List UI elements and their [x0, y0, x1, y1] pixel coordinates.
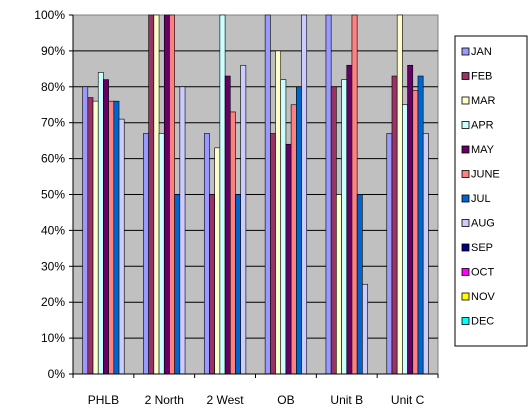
bar-may-ob: [285, 143, 292, 375]
legend-swatch-june: [461, 170, 470, 178]
bars: [82, 14, 429, 375]
y-tick-label: 70%: [41, 116, 65, 130]
legend-label-aug: AUG: [471, 218, 495, 230]
legend-swatch-apr: [461, 121, 470, 129]
bar-jul-2-west: [235, 194, 241, 375]
legend-swatch-jul: [461, 194, 470, 203]
bar-feb-unit-b: [330, 86, 337, 375]
bar-jan-ob: [264, 14, 271, 375]
bar-apr-2-north: [158, 133, 165, 375]
bar-june-ob: [290, 104, 297, 375]
bar-mar-unit-b: [336, 194, 342, 375]
bar-june-unit-c: [412, 90, 419, 375]
bar-apr-2-west: [219, 14, 226, 375]
bar-feb-phlb: [87, 97, 94, 375]
legend-label-sep: SEP: [471, 242, 493, 254]
bar-may-unit-c: [407, 64, 414, 375]
x-tick-label: 2 West: [207, 393, 245, 407]
y-tick-label: 10%: [41, 331, 65, 345]
y-tick-label: 100%: [34, 8, 65, 22]
bar-mar-2-west: [214, 147, 221, 375]
bar-aug-unit-b: [362, 283, 368, 375]
x-tick-label: PHLB: [88, 393, 119, 407]
y-tick-label: 50%: [41, 188, 65, 202]
bar-aug-phlb: [118, 118, 125, 375]
x-tick-label: 2 North: [145, 393, 184, 407]
y-tick-label: 80%: [41, 80, 65, 94]
bar-mar-unit-c: [396, 14, 403, 375]
legend-swatch-feb: [461, 72, 470, 80]
bar-jul-unit-c: [417, 75, 424, 375]
bar-may-2-north: [163, 14, 170, 375]
bar-aug-unit-c: [422, 133, 429, 375]
bar-jan-2-north: [143, 133, 149, 375]
legend-swatch-sep: [461, 243, 470, 252]
y-tick-label: 20%: [41, 295, 65, 309]
legend-swatch-mar: [461, 96, 470, 105]
bar-jul-2-north: [174, 194, 181, 375]
gridlines: [73, 50, 438, 339]
legend-label-oct: OCT: [471, 267, 495, 279]
bar-may-phlb: [103, 79, 109, 375]
bar-may-unit-b: [346, 64, 353, 375]
bar-aug-ob: [301, 14, 308, 375]
bar-jan-phlb: [82, 86, 89, 375]
x-tick-label: OB: [277, 393, 294, 407]
legend: JAN FEB MAR APR MAY JUNE JUL AUG SEP OCT NOV DEC: [454, 35, 528, 347]
y-tick-label: 90%: [41, 44, 65, 58]
legend-label-nov: NOV: [471, 291, 496, 303]
bar-feb-ob: [270, 133, 276, 375]
bar-jan-unit-b: [325, 14, 332, 375]
legend-label-feb: FEB: [471, 71, 492, 83]
bar-apr-phlb: [97, 72, 104, 375]
legend-label-apr: APR: [471, 120, 494, 132]
bar-june-unit-b: [351, 14, 358, 375]
legend-swatch-aug: [461, 219, 470, 227]
y-axis: 0% 10% 20% 30% 40% 50% 60% 70% 80% 90% 100%: [34, 8, 74, 381]
bar-june-phlb: [108, 100, 115, 375]
y-tick-label: 0%: [48, 367, 66, 381]
bar-mar-ob: [275, 50, 282, 375]
y-tick-label: 30%: [41, 259, 65, 273]
bar-june-2-west: [229, 111, 236, 375]
legend-swatch-jan: [461, 47, 470, 56]
bar-jul-phlb: [113, 100, 120, 375]
bar-feb-unit-c: [391, 75, 398, 375]
y-tick-label: 60%: [41, 152, 65, 166]
bar-apr-ob: [280, 79, 287, 375]
legend-swatch-oct: [461, 268, 470, 276]
x-tick-label: Unit C: [391, 393, 425, 407]
bar-jul-ob: [296, 86, 302, 375]
x-tick-label: Unit B: [330, 393, 363, 407]
y-tick-label: 40%: [41, 223, 65, 237]
bar-apr-unit-c: [402, 104, 408, 375]
bar-feb-2-west: [209, 194, 215, 375]
bar-aug-2-west: [240, 64, 247, 375]
bar-feb-2-north: [148, 14, 155, 375]
legend-label-june: JUNE: [471, 169, 500, 181]
bar-aug-2-north: [179, 86, 186, 375]
bar-jan-unit-c: [386, 133, 393, 375]
bar-mar-2-north: [153, 14, 160, 375]
bar-jan-2-west: [203, 133, 210, 375]
bar-apr-unit-b: [341, 79, 348, 375]
legend-label-jan: JAN: [471, 46, 492, 58]
bar-may-2-west: [224, 75, 231, 375]
legend-swatch-may: [461, 145, 470, 154]
x-axis: PHLB 2 North 2 West OB Unit B Unit C: [72, 373, 439, 407]
legend-label-may: MAY: [471, 144, 495, 156]
bar-mar-phlb: [92, 100, 99, 375]
legend-label-mar: MAR: [471, 95, 496, 107]
legend-swatch-nov: [461, 292, 470, 301]
legend-swatch-dec: [461, 317, 470, 325]
legend-label-dec: DEC: [471, 316, 494, 328]
bar-jul-unit-b: [356, 194, 363, 375]
legend-label-jul: JUL: [471, 193, 491, 205]
bar-june-2-north: [169, 14, 175, 375]
